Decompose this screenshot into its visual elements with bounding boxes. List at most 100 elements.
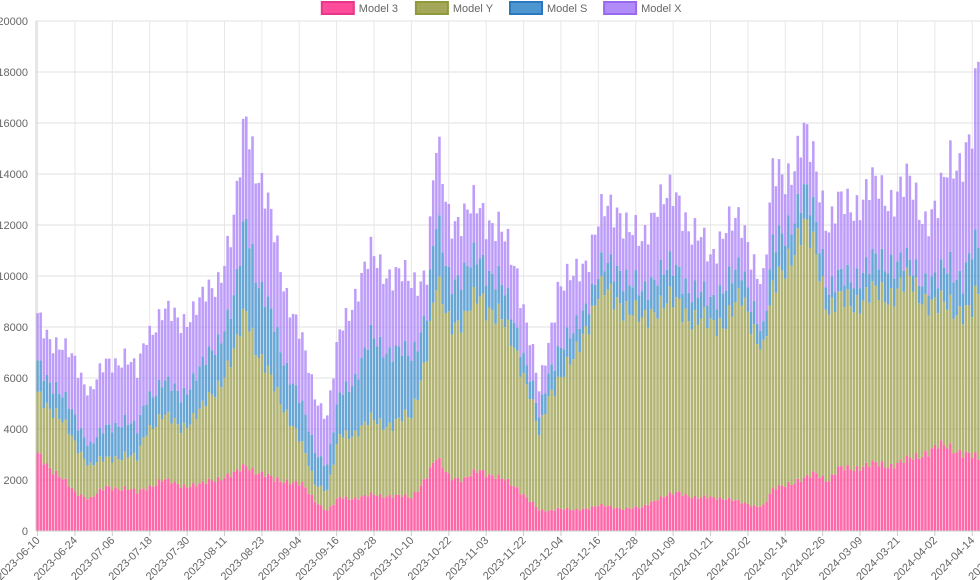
bar-model-y <box>129 455 133 490</box>
bar-model-x <box>95 379 99 438</box>
bar-model-x <box>142 343 145 406</box>
bar-model-y <box>612 309 616 509</box>
bar-model-x <box>808 161 812 216</box>
bar-model-x <box>974 68 977 230</box>
bar-model-x <box>724 233 728 291</box>
bar-model-x <box>58 349 61 395</box>
bar-model-x <box>802 122 806 185</box>
bar-model-y <box>569 364 572 510</box>
bar-model-x <box>269 208 273 309</box>
bar-model-x <box>824 230 828 288</box>
bar-model-s <box>335 404 338 445</box>
bar-model-s <box>833 292 837 312</box>
bar-model-s <box>484 286 488 321</box>
bar-model-x <box>696 240 700 298</box>
bar-model-s <box>618 270 622 304</box>
bar-model-x <box>840 191 843 269</box>
bar-model-3 <box>815 473 818 531</box>
bar-model-x <box>668 174 672 252</box>
bar-model-x <box>294 314 298 386</box>
bar-model-3 <box>363 495 366 531</box>
bar-model-y <box>213 397 217 483</box>
bar-model-3 <box>774 489 778 531</box>
y-tick-label: 8000 <box>4 322 28 334</box>
legend[interactable]: Model 3 Model Y Model S Model X <box>320 1 682 15</box>
bar-model-3 <box>276 477 279 531</box>
bar-model-x <box>706 261 709 307</box>
bar-model-y <box>699 318 703 498</box>
bar-model-s <box>419 332 423 381</box>
bar-model-y <box>812 231 815 472</box>
bar-model-s <box>500 284 504 320</box>
bar-model-x <box>179 333 183 403</box>
bar-model-s <box>276 327 279 388</box>
bar-model-s <box>326 464 329 490</box>
bar-model-3 <box>329 506 332 531</box>
bar-model-s <box>235 269 239 335</box>
bar-model-y <box>54 408 58 471</box>
bar-model-s <box>665 269 669 304</box>
bar-model-3 <box>251 467 254 531</box>
bar-model-x <box>438 136 441 216</box>
bar-model-x <box>780 174 784 234</box>
bar-model-s <box>559 347 563 378</box>
bar-model-x <box>248 149 251 249</box>
bar-model-x <box>441 184 444 253</box>
bar-model-x <box>790 184 793 235</box>
bar-model-y <box>902 291 905 463</box>
bar-model-3 <box>949 443 952 531</box>
bar-model-3 <box>304 487 307 531</box>
bar-model-x <box>167 300 170 377</box>
bar-model-3 <box>101 490 105 531</box>
bar-model-s <box>712 294 715 321</box>
bar-model-s <box>266 296 270 366</box>
bar-model-x <box>871 167 874 249</box>
bar-model-y <box>603 295 606 507</box>
bar-model-y <box>942 301 946 446</box>
bar-model-s <box>241 221 245 309</box>
bar-model-y <box>790 265 793 485</box>
bar-model-y <box>712 320 715 498</box>
bar-model-s <box>634 270 638 301</box>
bar-model-s <box>456 275 460 320</box>
bar-model-3 <box>805 474 809 531</box>
bar-model-y <box>914 277 918 454</box>
legend-item[interactable]: Model Y <box>414 1 494 15</box>
bar-model-3 <box>198 483 201 531</box>
bar-model-3 <box>743 502 747 531</box>
legend-item[interactable]: Model S <box>509 1 587 15</box>
bar-model-y <box>562 376 566 510</box>
bar-model-s <box>562 349 566 377</box>
bar-model-s <box>157 379 161 415</box>
bar-model-3 <box>369 492 373 531</box>
bar-model-x <box>419 281 423 333</box>
bar-model-s <box>678 266 681 299</box>
bar-model-3 <box>703 495 706 531</box>
bar-model-x <box>562 290 566 350</box>
bar-model-s <box>522 352 525 374</box>
bar-model-3 <box>89 496 92 531</box>
bar-model-y <box>453 322 457 478</box>
bar-model-y <box>273 391 276 482</box>
bar-model-y <box>578 352 581 511</box>
legend-item[interactable]: Model X <box>603 1 682 15</box>
bar-model-y <box>743 297 747 503</box>
bar-model-x <box>930 209 933 277</box>
bar-model-s <box>967 253 971 306</box>
bar-model-3 <box>279 481 282 531</box>
bar-model-s <box>572 333 575 360</box>
bar-model-3 <box>727 497 731 531</box>
legend-item[interactable]: Model 3 <box>320 1 398 15</box>
bar-model-y <box>263 372 267 477</box>
bar-model-y <box>478 296 482 471</box>
bar-model-x <box>827 232 831 295</box>
bar-model-s <box>422 316 426 363</box>
bar-model-y <box>322 491 326 510</box>
bar-model-s <box>229 318 232 368</box>
bar-model-y <box>157 414 161 480</box>
bar-model-x <box>836 191 840 270</box>
bar-model-3 <box>780 485 784 531</box>
bar-model-3 <box>70 487 74 531</box>
bar-model-s <box>251 243 254 328</box>
bar-model-3 <box>266 473 270 531</box>
